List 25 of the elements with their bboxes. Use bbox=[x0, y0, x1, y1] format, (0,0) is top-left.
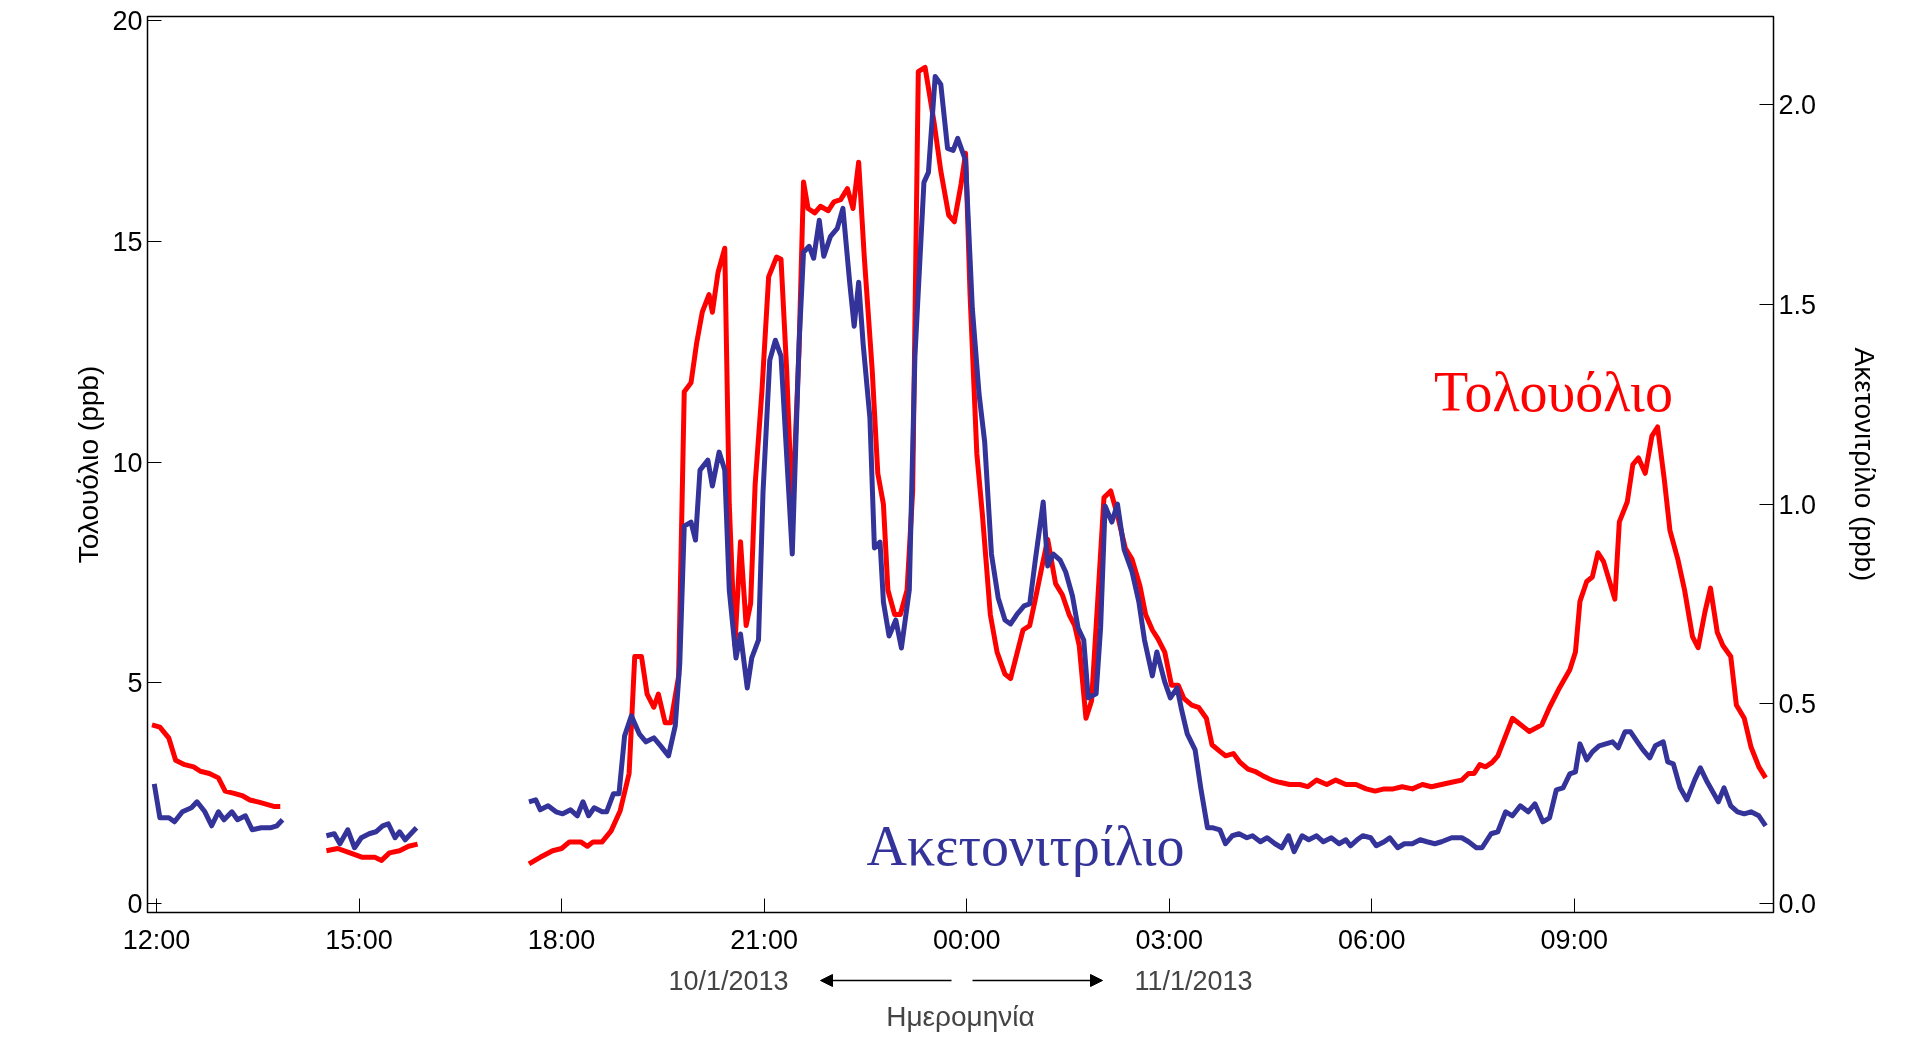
y2-axis-title: Ακετονιτρίλιο (ppb) bbox=[1849, 347, 1881, 582]
x-tick-label: 12:00 bbox=[122, 924, 191, 955]
y2-tick-label: 2.0 bbox=[1778, 89, 1817, 120]
series-label: Ακετονιτρίλιο bbox=[866, 815, 1185, 878]
x-tick-label: 00:00 bbox=[932, 924, 1001, 955]
x-tick-label: 03:00 bbox=[1135, 924, 1204, 955]
y2-tick-label: 1.0 bbox=[1778, 489, 1817, 520]
y-tick-label: 0 bbox=[127, 889, 143, 920]
y-tick-label: 15 bbox=[112, 227, 143, 258]
x-axis-title: Ημερομηνία bbox=[886, 1000, 1035, 1032]
x-tick-label: 21:00 bbox=[730, 924, 798, 955]
y2-tick-label: 1.5 bbox=[1778, 289, 1817, 320]
y-tick-label: 20 bbox=[112, 6, 143, 37]
y-tick-label: 5 bbox=[127, 668, 143, 699]
y-axis-title: Τολουόλιο (ppb) bbox=[73, 365, 105, 564]
x-tick-label: 06:00 bbox=[1338, 924, 1406, 955]
text: 10/1/2013 bbox=[668, 965, 789, 996]
y2-tick-label: 0.0 bbox=[1778, 889, 1817, 920]
text: 11/1/2013 bbox=[1134, 965, 1253, 996]
x-tick-label: 09:00 bbox=[1540, 924, 1609, 955]
y-tick-label: 10 bbox=[112, 447, 143, 478]
series-label: Τολουόλιο bbox=[1434, 360, 1673, 423]
x-tick-label: 15:00 bbox=[325, 924, 393, 955]
y2-tick-label: 0.5 bbox=[1778, 689, 1817, 720]
x-tick-label: 18:00 bbox=[527, 924, 596, 955]
